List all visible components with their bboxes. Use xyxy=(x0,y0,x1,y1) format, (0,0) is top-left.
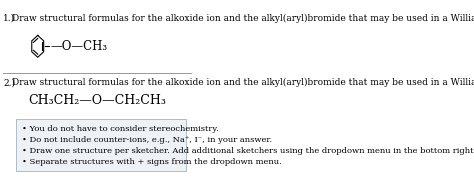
Text: • Draw one structure per sketcher. Add additional sketchers using the dropdown m: • Draw one structure per sketcher. Add a… xyxy=(22,147,474,155)
FancyBboxPatch shape xyxy=(16,118,186,171)
Text: • Separate structures with + signs from the dropdown menu.: • Separate structures with + signs from … xyxy=(22,158,282,166)
Text: • You do not have to consider stereochemistry.: • You do not have to consider stereochem… xyxy=(22,125,219,133)
Text: Draw structural formulas for the alkoxide ion and the alkyl(aryl)bromide that ma: Draw structural formulas for the alkoxid… xyxy=(12,14,474,23)
Text: 1.): 1.) xyxy=(3,14,16,23)
Text: Draw structural formulas for the alkoxide ion and the alkyl(aryl)bromide that ma: Draw structural formulas for the alkoxid… xyxy=(12,78,474,87)
Text: • Do not include counter-ions, e.g., Na⁺, I⁻, in your answer.: • Do not include counter-ions, e.g., Na⁺… xyxy=(22,136,273,144)
Text: CH₃CH₂—O—CH₂CH₃: CH₃CH₂—O—CH₂CH₃ xyxy=(28,95,166,107)
Text: 2.): 2.) xyxy=(3,78,15,87)
Text: —O—CH₃: —O—CH₃ xyxy=(50,40,108,53)
